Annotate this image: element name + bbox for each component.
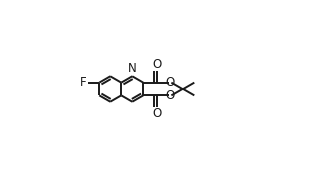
Text: F: F [80, 76, 87, 89]
Text: N: N [128, 62, 137, 75]
Text: O: O [152, 107, 161, 120]
Text: O: O [165, 76, 175, 89]
Text: O: O [152, 58, 161, 71]
Text: O: O [165, 89, 175, 102]
